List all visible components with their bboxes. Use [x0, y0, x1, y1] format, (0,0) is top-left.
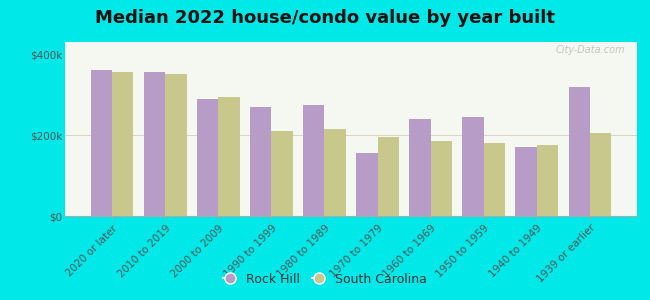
- Bar: [144, 72, 165, 216]
- Bar: [590, 133, 611, 216]
- Bar: [537, 145, 558, 216]
- Bar: [410, 119, 430, 216]
- Bar: [484, 143, 505, 216]
- Bar: [356, 153, 378, 216]
- Legend: Rock Hill, South Carolina: Rock Hill, South Carolina: [218, 268, 432, 291]
- Bar: [462, 117, 484, 216]
- Bar: [91, 70, 112, 216]
- Bar: [197, 99, 218, 216]
- Bar: [430, 141, 452, 216]
- Bar: [304, 105, 324, 216]
- Text: Median 2022 house/condo value by year built: Median 2022 house/condo value by year bu…: [95, 9, 555, 27]
- Bar: [250, 107, 272, 216]
- Bar: [272, 131, 292, 216]
- Bar: [569, 86, 590, 216]
- Bar: [515, 147, 537, 216]
- Bar: [218, 97, 240, 216]
- Bar: [165, 74, 187, 216]
- Text: City-Data.com: City-Data.com: [556, 46, 625, 56]
- Bar: [112, 72, 133, 216]
- Bar: [324, 129, 346, 216]
- Bar: [378, 137, 398, 216]
